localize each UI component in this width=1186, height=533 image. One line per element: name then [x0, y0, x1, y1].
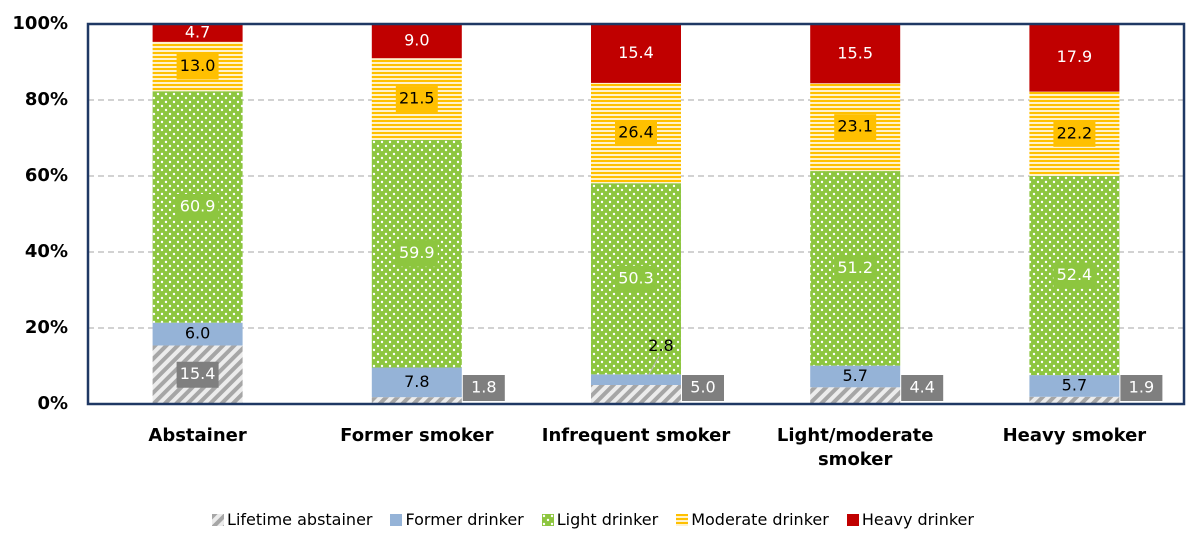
legend-item: Moderate drinker [676, 510, 829, 529]
legend-label: Lifetime abstainer [227, 510, 373, 529]
data-label: 50.3 [618, 268, 654, 287]
data-label: 21.5 [399, 89, 435, 108]
legend-label: Moderate drinker [691, 510, 829, 529]
y-tick-label: 0% [37, 393, 68, 414]
bar-segment [152, 322, 243, 346]
bar-segment [591, 374, 681, 385]
leader-line [648, 356, 660, 375]
legend-swatch [212, 513, 225, 526]
bar-segment [371, 397, 462, 404]
data-label: 15.5 [837, 43, 873, 62]
plot: 0% 20% 40% 60% 80% 100% 15.4 6.0 60.9 13.0 4.7 1.8 7… [12, 13, 1186, 414]
data-label: 13.0 [180, 56, 216, 75]
y-tick-label: 100% [12, 13, 68, 34]
data-label: 17.9 [1057, 47, 1093, 66]
bar-segment [810, 365, 901, 388]
legend-swatch [541, 513, 554, 526]
data-label: 52.4 [1057, 265, 1093, 284]
data-label: 22.2 [1057, 123, 1093, 142]
legend-swatch-fill [846, 513, 859, 526]
legend-label: Light drinker [556, 510, 659, 529]
data-label: 1.8 [471, 378, 496, 397]
label-box [1120, 375, 1163, 401]
bar-segment [810, 24, 901, 84]
data-label: 51.2 [837, 258, 873, 277]
data-label: 2.8 [648, 336, 673, 355]
data-label: 23.1 [837, 117, 873, 136]
label-box [176, 193, 219, 220]
legend-label: Former drinker [405, 510, 524, 529]
label-box [395, 240, 438, 267]
bar-segment [810, 387, 901, 404]
legend-item: Lifetime abstainer [212, 510, 372, 529]
data-label: 4.7 [185, 22, 210, 41]
data-label: 4.4 [909, 378, 934, 397]
label-box [395, 86, 438, 113]
bar-segment [152, 24, 243, 42]
label-box [834, 255, 877, 282]
legend-swatch-fill [390, 513, 403, 526]
x-tick-label: Infrequent smoker [541, 425, 731, 446]
legend-swatch [390, 513, 403, 526]
data-label: 26.4 [618, 123, 654, 142]
legend: Lifetime abstainer Former drinker Light dr… [0, 510, 1186, 529]
label-box [1053, 262, 1096, 289]
legend-swatch [676, 513, 689, 526]
legend-label: Heavy drinker [861, 510, 974, 529]
x-tick-label: Light/moderate smoker [776, 425, 934, 470]
bar-segment [1029, 375, 1120, 397]
data-label: 1.9 [1129, 378, 1154, 397]
legend-item: Light drinker [541, 510, 659, 529]
x-tick-label: Former smoker [340, 425, 494, 446]
bar-segment [1029, 396, 1120, 404]
data-label: 7.8 [404, 372, 429, 391]
plot-border [86, 22, 1186, 406]
data-label: 9.0 [404, 31, 429, 50]
y-tick-label: 40% [25, 241, 68, 262]
label-box [462, 375, 505, 401]
legend-swatch [846, 513, 859, 526]
y-tick-label: 20% [25, 317, 68, 338]
label-box [615, 120, 657, 147]
legend-swatch-fill [212, 513, 225, 526]
legend-item: Heavy drinker [846, 510, 974, 529]
legend-item: Former drinker [390, 510, 524, 529]
data-label: 60.9 [180, 196, 216, 215]
label-box [176, 53, 219, 80]
label-box [176, 361, 219, 388]
legend-swatch-fill [541, 513, 554, 526]
y-tick-label: 60% [25, 165, 68, 186]
x-tick-label: Heavy smoker [1002, 425, 1147, 446]
data-label: 5.7 [1062, 375, 1087, 394]
bar-segment [1029, 23, 1120, 92]
label-box [1053, 120, 1096, 147]
data-label: 15.4 [618, 43, 654, 62]
data-label: 5.7 [842, 366, 867, 385]
data-label: 6.0 [185, 324, 210, 343]
label-box [615, 265, 657, 292]
data-label: 5.0 [690, 378, 715, 397]
label-box [901, 375, 944, 401]
label-box [834, 114, 877, 141]
data-label: 15.4 [180, 364, 216, 383]
label-box [682, 375, 724, 401]
bar-segment [371, 367, 462, 398]
bar-segment [371, 24, 462, 59]
bar-segment [591, 385, 681, 404]
data-label: 59.9 [399, 243, 435, 262]
y-tick-label: 80% [25, 89, 68, 110]
legend-swatch-fill [676, 513, 689, 526]
bar-segment [591, 24, 681, 83]
x-tick-label: Abstainer [148, 425, 247, 446]
